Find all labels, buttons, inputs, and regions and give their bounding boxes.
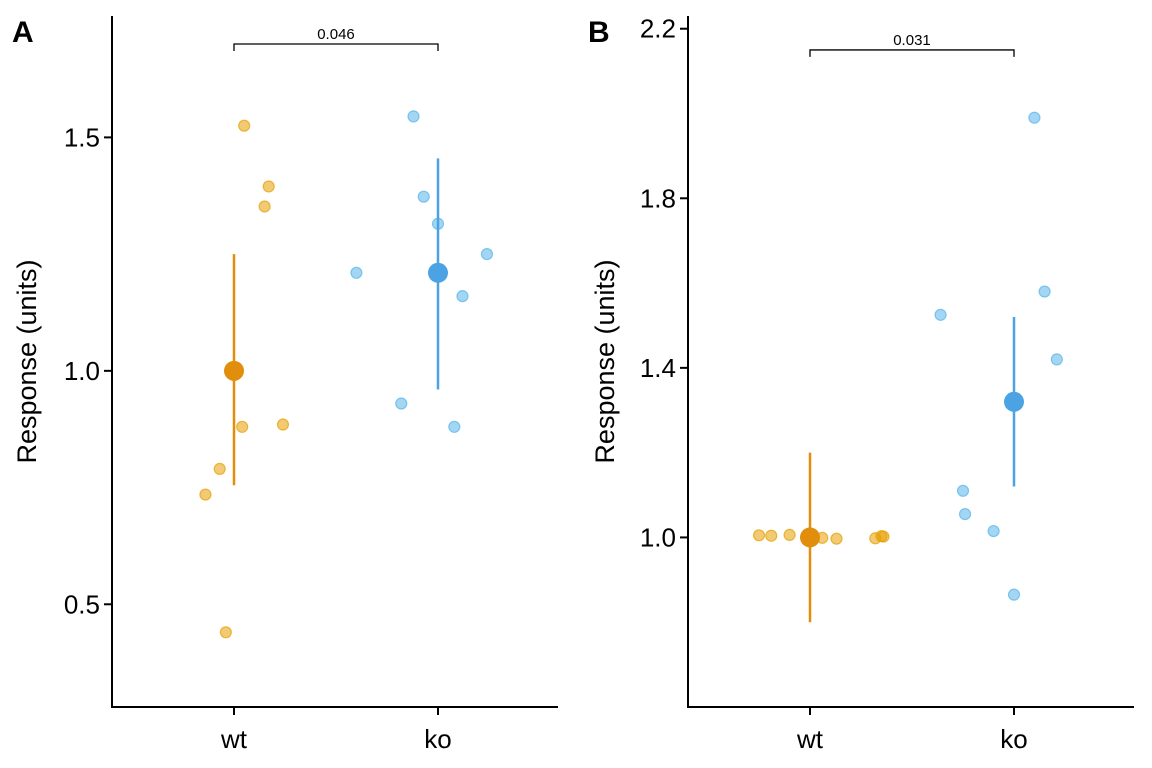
y-tick-label: 1.4 bbox=[640, 353, 676, 383]
mean-point-ko bbox=[1004, 391, 1024, 412]
data-point-wt bbox=[219, 626, 232, 639]
mean-point-wt bbox=[800, 527, 820, 548]
data-point-wt bbox=[276, 418, 290, 431]
mean-point-wt bbox=[224, 360, 244, 381]
y-tick-label: 1.0 bbox=[64, 356, 100, 386]
y-axis-title: Response (units) bbox=[590, 259, 620, 463]
y-axis-title: Response (units) bbox=[12, 259, 42, 463]
data-point-wt bbox=[765, 529, 778, 542]
data-point-wt bbox=[830, 532, 843, 545]
significance-bracket bbox=[809, 49, 1015, 57]
significance-bracket bbox=[233, 43, 439, 52]
y-tick-label: 1.5 bbox=[64, 122, 100, 152]
panel-label: B bbox=[588, 16, 610, 49]
data-point-wt bbox=[213, 462, 226, 475]
x-tick-label-wt: wt bbox=[796, 724, 824, 754]
y-tick-label: 0.5 bbox=[64, 589, 100, 619]
chart-panel-a: A 0.5 1.0 1.5 wt ko Response (units) 0.046 bbox=[12, 16, 558, 754]
significance-label: 0.031 bbox=[893, 32, 931, 49]
chart-panel-b: B 1.0 1.4 1.8 2.2 wt ko Response (units) 0.031 bbox=[588, 14, 1134, 754]
data-point-ko bbox=[1038, 285, 1051, 298]
y-tick-label: 2.2 bbox=[640, 14, 676, 44]
data-point-ko bbox=[456, 290, 469, 303]
data-point-ko bbox=[1007, 588, 1021, 601]
significance-label: 0.046 bbox=[317, 26, 355, 43]
data-point-ko bbox=[480, 248, 494, 261]
mean-point-ko bbox=[428, 262, 448, 283]
data-point-ko bbox=[395, 397, 408, 410]
data-point-ko bbox=[350, 266, 363, 279]
data-point-wt bbox=[262, 180, 275, 193]
data-point-ko bbox=[1050, 353, 1063, 366]
data-point-ko bbox=[956, 484, 970, 497]
data-point-wt bbox=[783, 528, 796, 541]
data-point-wt bbox=[752, 529, 766, 542]
data-point-ko bbox=[448, 420, 461, 433]
data-point-wt bbox=[877, 530, 890, 543]
x-tick-label-ko: ko bbox=[424, 724, 451, 754]
data-point-ko bbox=[958, 508, 972, 521]
panel-label: A bbox=[12, 16, 34, 49]
x-tick-label-ko: ko bbox=[1000, 724, 1027, 754]
y-tick-label: 1.0 bbox=[640, 522, 676, 552]
data-point-ko bbox=[934, 308, 947, 321]
data-point-wt bbox=[199, 488, 212, 501]
data-point-wt bbox=[236, 420, 249, 433]
data-point-ko bbox=[407, 110, 420, 123]
data-point-ko bbox=[1028, 111, 1041, 124]
data-point-wt bbox=[258, 200, 271, 213]
data-point-ko bbox=[987, 524, 1000, 538]
data-point-ko bbox=[417, 190, 430, 203]
data-point-wt bbox=[238, 119, 251, 132]
y-tick-label: 1.8 bbox=[640, 183, 676, 213]
x-tick-label-wt: wt bbox=[220, 724, 248, 754]
